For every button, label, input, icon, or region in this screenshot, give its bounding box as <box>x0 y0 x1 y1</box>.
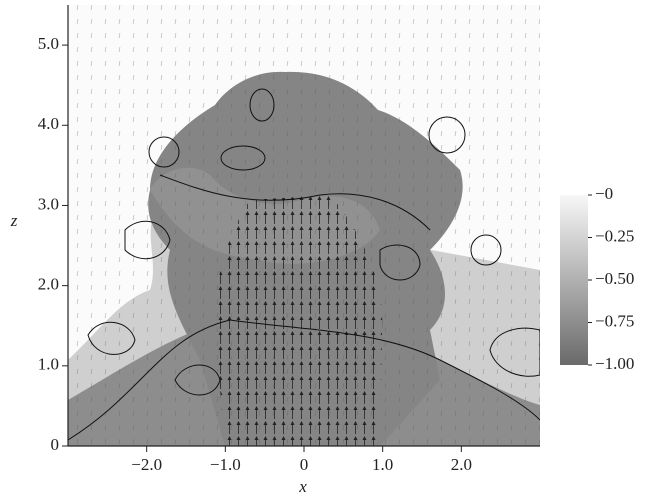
x-tick-label: 2.0 <box>451 455 472 474</box>
y-axis-label: z <box>10 211 18 230</box>
y-tick-label: 0 <box>51 435 60 454</box>
x-tick-label: −1.0 <box>210 455 241 474</box>
y-tick-label: 2.0 <box>38 275 59 294</box>
x-tick-label: 1.0 <box>372 455 393 474</box>
colorbar-tick-label: −0.50 <box>595 269 634 288</box>
colorbar-tick-label: −0 <box>595 184 613 203</box>
y-tick-label: 4.0 <box>38 114 59 133</box>
y-tick-label: 1.0 <box>38 355 59 374</box>
y-tick-label: 5.0 <box>38 34 59 53</box>
y-tick-label: 3.0 <box>38 194 59 213</box>
colorbar-tick-label: −1.00 <box>595 354 634 373</box>
x-axis-label: x <box>298 477 307 496</box>
colorbar-tick-label: −0.75 <box>595 311 634 330</box>
colorbar-tick-label: −0.25 <box>595 226 634 245</box>
field <box>68 5 540 446</box>
colorbar <box>560 195 588 365</box>
x-tick-label: −2.0 <box>131 455 162 474</box>
x-tick-label: 0 <box>300 455 309 474</box>
